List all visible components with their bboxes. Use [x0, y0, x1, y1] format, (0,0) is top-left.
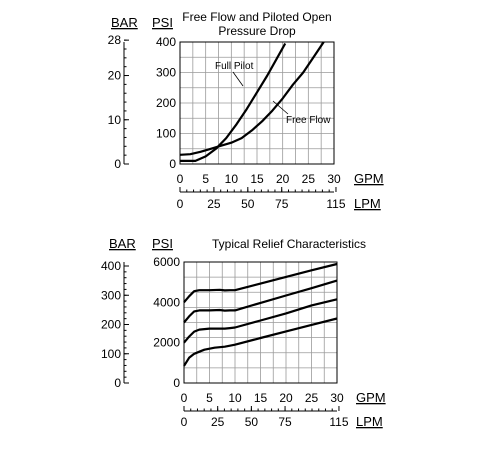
chart2-series-line-2 — [183, 279, 338, 324]
chart1-lpm-tick-label: 25 — [207, 197, 221, 211]
chart1-lpm-tick-label: 75 — [275, 197, 289, 211]
chart2-lpm-tick-label: 25 — [211, 415, 225, 429]
chart2-lpm-unit-label: LPM — [356, 414, 383, 429]
chart2-psi-tick-label: 6000 — [153, 255, 180, 269]
chart1-psi-tick-label: 200 — [156, 96, 176, 110]
chart2-bar-tick-label: 100 — [101, 347, 121, 361]
chart1-annotation-leader — [272, 100, 289, 115]
chart1-annotation-label: Full Pilot — [215, 61, 254, 72]
chart2-gpm-tick-label: 30 — [330, 391, 344, 405]
chart2-series-line-4 — [183, 317, 338, 367]
chart1-gpm-tick-label: 25 — [302, 172, 316, 186]
chart1-plot-frame — [179, 41, 335, 165]
chart2-bar-unit-label: BAR — [109, 236, 136, 251]
chart2-gpm-tick-label: 0 — [181, 391, 188, 405]
chart2-psi-unit-label: PSI — [152, 236, 173, 251]
chart1-psi-tick-label: 100 — [156, 127, 176, 141]
chart2-psi-tick-label: 4000 — [153, 295, 180, 309]
chart2-gpm-unit-label: GPM — [356, 390, 386, 405]
chart1-series-line-2 — [179, 41, 325, 156]
chart1-gpm-tick-label: 10 — [225, 172, 239, 186]
chart2-title: Typical Relief Characteristics — [212, 237, 366, 251]
chart1-lpm-tick-label: 115 — [326, 197, 345, 211]
chart2-lpm-tick-label: 50 — [245, 415, 259, 429]
chart2-gpm-tick-label: 20 — [279, 391, 293, 405]
chart2-gpm-tick-label: 10 — [228, 391, 242, 405]
chart2-bar-tick-label: 300 — [101, 288, 121, 302]
chart1-series-line-1 — [180, 42, 287, 162]
chart2-gpm-tick-label: 25 — [305, 391, 319, 405]
chart2-psi-tick-label: 2000 — [153, 336, 180, 350]
chart1-title: Free Flow and Piloted Open — [182, 10, 331, 24]
chart2-series-line-1 — [183, 262, 338, 304]
chart2-series-line-3 — [183, 298, 338, 344]
chart1-gpm-tick-label: 20 — [276, 172, 290, 186]
chart1-gpm-tick-label: 0 — [177, 172, 184, 186]
chart1-lpm-unit-label: LPM — [354, 196, 381, 211]
chart1-psi-tick-label: 0 — [169, 157, 176, 171]
chart1-lpm-tick-label: 0 — [177, 197, 184, 211]
chart1-gpm-tick-label: 5 — [202, 172, 209, 186]
chart2-bar-tick-label: 400 — [101, 259, 121, 273]
chart2-bar-tick-label: 200 — [101, 318, 121, 332]
chart1-lpm-tick-label: 50 — [241, 197, 255, 211]
chart1-bar-tick-label: 10 — [108, 113, 122, 127]
chart2-lpm-tick-label: 0 — [181, 415, 188, 429]
chart1-gpm-unit-label: GPM — [354, 171, 384, 186]
chart1-psi-tick-label: 300 — [156, 66, 176, 80]
chart1-annotation-leader — [232, 71, 244, 87]
chart1-gpm-tick-label: 30 — [327, 172, 341, 186]
chart1-bar-tick-label: 20 — [108, 69, 122, 83]
chart1-title: Pressure Drop — [218, 24, 296, 38]
chart2-lpm-tick-label: 115 — [329, 415, 348, 429]
chart2-bar-tick-label: 0 — [114, 376, 121, 390]
chart2-gpm-tick-label: 5 — [206, 391, 213, 405]
chart1-psi-tick-label: 400 — [156, 35, 176, 49]
chart1-bar-unit-label: BAR — [111, 15, 138, 30]
chart1-bar-tick-label: 0 — [114, 157, 121, 171]
chart1-annotation-label: Free Flow — [286, 115, 331, 126]
chart1-psi-unit-label: PSI — [152, 15, 173, 30]
chart1-bar-tick-label: 28 — [108, 33, 122, 47]
chart1-gpm-tick-label: 15 — [250, 172, 264, 186]
chart2-psi-tick-label: 0 — [173, 376, 180, 390]
chart2-gpm-tick-label: 15 — [254, 391, 268, 405]
chart2-lpm-tick-label: 75 — [278, 415, 292, 429]
